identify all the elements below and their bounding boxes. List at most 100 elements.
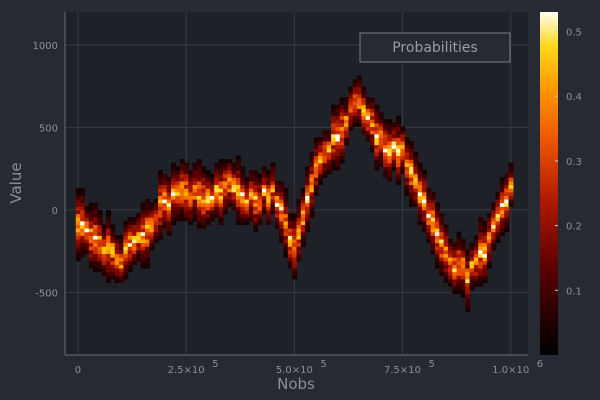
heatmap-cell — [209, 213, 215, 218]
heatmap-cell — [205, 209, 211, 215]
heatmap-cell — [499, 231, 505, 236]
heatmap-cell — [404, 173, 410, 178]
heatmap-cell — [110, 246, 116, 251]
heatmap-cell — [365, 115, 371, 120]
heatmap-cell — [430, 235, 436, 240]
heatmap-cell — [486, 213, 492, 218]
heatmap-cell — [231, 180, 237, 186]
heatmap-cell — [283, 202, 289, 207]
heatmap-cell — [75, 206, 81, 211]
heatmap-cell — [434, 249, 440, 255]
heatmap-cell — [93, 209, 99, 215]
heatmap-cell — [417, 206, 423, 211]
heatmap-cell — [119, 235, 125, 240]
heatmap-cell — [127, 246, 133, 251]
heatmap-cell — [192, 217, 198, 222]
heatmap-cell — [443, 231, 449, 236]
heatmap-cell — [97, 213, 103, 218]
heatmap-cell — [201, 220, 207, 225]
heatmap-cell — [93, 246, 99, 251]
heatmap-cell — [365, 122, 371, 128]
heatmap-cell — [370, 104, 375, 109]
heatmap-cell — [404, 188, 410, 193]
svg-text:1.0×10: 1.0×10 — [492, 365, 529, 376]
heatmap-cell — [214, 206, 220, 211]
heatmap-cell — [136, 246, 142, 251]
heatmap-cell — [370, 97, 375, 102]
heatmap-cell — [192, 173, 198, 178]
heatmap-cell — [391, 162, 397, 167]
heatmap-cell — [300, 209, 306, 215]
heatmap-cell — [404, 180, 410, 186]
heatmap-cell — [331, 104, 337, 109]
heatmap-cell — [75, 231, 81, 236]
heatmap-cell — [421, 224, 427, 229]
heatmap-cell — [270, 191, 276, 196]
heatmap-cell — [309, 180, 315, 186]
heatmap-cell — [430, 209, 436, 215]
heatmap-cell — [149, 220, 155, 225]
heatmap-cell — [460, 275, 466, 280]
heatmap-cell — [231, 202, 237, 207]
heatmap-cell — [235, 202, 241, 207]
heatmap-cell — [149, 228, 155, 233]
heatmap-cell — [88, 206, 94, 211]
heatmap-cell — [93, 267, 99, 273]
legend-entry-probabilities: Probabilities — [392, 40, 478, 56]
heatmap-cell — [114, 264, 120, 269]
heatmap-cell — [274, 206, 280, 211]
heatmap-cell — [279, 191, 285, 196]
heatmap-cell — [266, 220, 272, 225]
heatmap-cell — [443, 253, 449, 258]
heatmap-cell — [171, 188, 176, 193]
heatmap-cell — [183, 206, 189, 211]
heatmap-cell — [495, 231, 501, 236]
heatmap-cell — [235, 184, 241, 189]
heatmap-cell — [305, 188, 311, 193]
heatmap-cell — [439, 238, 445, 244]
heatmap-cell — [171, 209, 176, 215]
heatmap-cell — [175, 177, 181, 182]
heatmap-cell — [305, 191, 311, 196]
heatmap-cell — [84, 206, 90, 211]
heatmap-cell — [421, 191, 427, 196]
heatmap-cell — [434, 217, 440, 222]
heatmap-cell — [231, 188, 237, 193]
heatmap-cell — [370, 108, 375, 113]
heatmap-cell — [478, 257, 484, 262]
heatmap-cell — [331, 155, 337, 160]
heatmap-cell — [266, 217, 272, 222]
heatmap-cell — [482, 238, 488, 244]
heatmap-cell — [218, 173, 224, 178]
heatmap-cell — [409, 191, 414, 196]
heatmap-cell — [153, 206, 159, 211]
heatmap-cell — [75, 235, 81, 240]
heatmap-cell — [486, 238, 492, 244]
heatmap-cell — [478, 249, 484, 255]
heatmap-cell — [101, 224, 107, 229]
heatmap-cell — [387, 144, 393, 149]
heatmap-cell — [495, 191, 501, 196]
heatmap-cell — [205, 220, 211, 225]
heatmap-cell — [421, 220, 427, 225]
heatmap-cell — [339, 108, 345, 113]
heatmap-cell — [235, 213, 241, 218]
heatmap-cell — [127, 235, 133, 240]
heatmap-cell — [417, 195, 423, 200]
heatmap-cell — [478, 278, 484, 284]
heatmap-cell — [106, 224, 112, 229]
heatmap-cell — [309, 177, 315, 182]
heatmap-cell — [248, 191, 254, 196]
heatmap-cell — [296, 231, 302, 236]
heatmap-cell — [374, 111, 380, 117]
heatmap-cell — [253, 217, 259, 222]
heatmap-cell — [80, 213, 86, 218]
heatmap-cell — [322, 148, 328, 153]
heatmap-cell — [361, 130, 367, 135]
heatmap-cell — [235, 195, 241, 200]
heatmap-cell — [473, 278, 479, 284]
heatmap-cell — [296, 213, 302, 218]
heatmap-cell — [339, 130, 345, 135]
heatmap-cell — [322, 162, 328, 167]
heatmap-cell — [417, 180, 423, 186]
